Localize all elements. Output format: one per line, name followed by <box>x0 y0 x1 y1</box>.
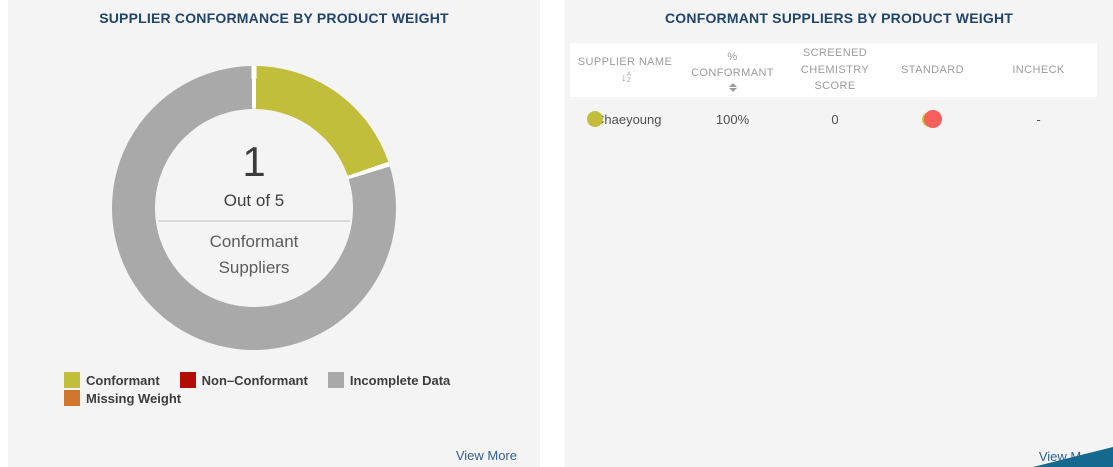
legend-item-conformant[interactable]: Conformant <box>64 372 160 388</box>
center-label: Conformant Suppliers <box>209 231 299 278</box>
column-header-conformant[interactable]: % CONFORMANT <box>680 43 785 97</box>
legend-label: Conformant <box>86 372 160 388</box>
center-divider <box>158 219 350 222</box>
sort-up-arrow <box>728 82 737 87</box>
column-label: % CONFORMANT <box>691 50 774 80</box>
suppliers-table-header: SUPPLIER NAME ↓ A Z % CONFORMANT SCREENED C… <box>570 43 1097 97</box>
incheck-cell: - <box>1036 111 1041 127</box>
panel-title-left: SUPPLIER CONFORMANCE BY PRODUCT WEIGHT <box>99 10 449 26</box>
column-header-standard[interactable]: STANDARD <box>885 43 980 97</box>
legend-item-missing-weight[interactable]: Missing Weight <box>64 390 181 406</box>
donut-ring[interactable] <box>112 66 396 350</box>
conformant-cell: 100% <box>715 111 750 127</box>
supplier-name-cell[interactable]: Chaeyoung <box>570 111 680 127</box>
column-label: SUPPLIER NAME <box>577 55 673 68</box>
column-header-supplier-name[interactable]: SUPPLIER NAME ↓ A Z <box>570 43 680 97</box>
sort-both-icon[interactable] <box>728 82 737 92</box>
legend-swatch-incomplete-data <box>327 372 344 388</box>
supplier-conformance-panel: SUPPLIER CONFORMANCE BY PRODUCT WEIGHT 1… <box>8 0 540 467</box>
out-of-total: Out of 5 <box>223 190 285 210</box>
legend-item-incomplete-data[interactable]: Incomplete Data <box>327 372 451 388</box>
conformance-donut-chart[interactable]: 1 Out of 5 Conformant Suppliers <box>112 66 396 350</box>
donut-legend: Conformant Non–Conformant Incomplete Dat… <box>64 372 514 406</box>
supplier-name: Chaeyoung <box>595 111 662 127</box>
legend-label: Incomplete Data <box>349 372 451 388</box>
standard-cell <box>885 110 980 128</box>
table-row: Chaeyoung 100% 0 - <box>570 104 1097 134</box>
sort-down-arrow <box>728 87 737 92</box>
sort-az-icon[interactable]: ↓ A Z <box>621 72 631 85</box>
conformant-count: 1 <box>242 137 266 185</box>
view-more-link-left[interactable]: View More <box>455 448 517 463</box>
column-label: SCREENED CHEMISTRY SCORE <box>800 47 870 93</box>
conformant-suppliers-panel: CONFORMANT SUPPLIERS BY PRODUCT WEIGHT S… <box>565 0 1113 467</box>
legend-swatch-conformant <box>64 372 80 388</box>
legend-item-non-conformant[interactable]: Non–Conformant <box>179 372 308 388</box>
legend-swatch-non-conformant <box>179 372 196 388</box>
column-label: INCHECK <box>1012 63 1065 76</box>
panel-title-right: CONFORMANT SUPPLIERS BY PRODUCT WEIGHT <box>664 10 1014 26</box>
donut-center-text: 1 Out of 5 Conformant Suppliers <box>155 109 353 307</box>
standard-status-dot <box>923 110 942 128</box>
legend-label: Non–Conformant <box>201 372 308 388</box>
column-label: STANDARD <box>901 63 964 76</box>
column-header-score[interactable]: SCREENED CHEMISTRY SCORE <box>785 43 885 97</box>
supplier-status-dot <box>587 111 603 127</box>
legend-swatch-missing-weight <box>64 390 80 406</box>
score-cell: 0 <box>831 111 839 127</box>
legend-label: Missing Weight <box>86 390 182 406</box>
column-header-incheck[interactable]: INCHECK <box>980 43 1097 97</box>
